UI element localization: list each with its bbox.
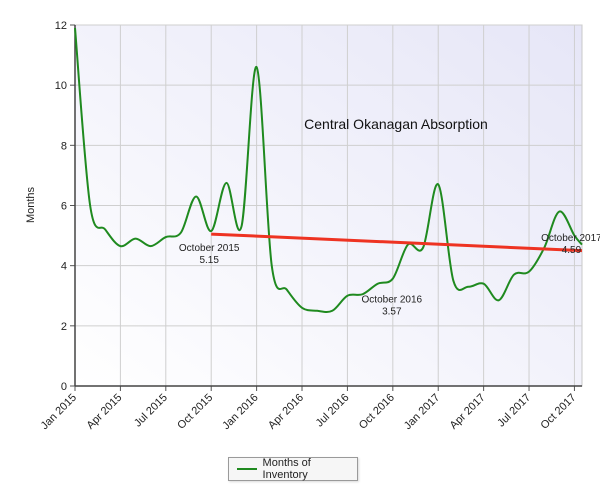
y-tick-label: 0 — [61, 381, 67, 393]
y-tick-label: 8 — [61, 140, 67, 152]
annotation-value: 4.59 — [562, 245, 582, 256]
series-line-months-of-inventory — [74, 27, 583, 314]
annotation-value: 5.15 — [199, 255, 219, 266]
trend-line — [211, 232, 583, 253]
x-tick-label: Jan 2015 — [39, 392, 79, 432]
y-tick-label: 10 — [55, 80, 67, 92]
x-tick-label: Jul 2015 — [132, 392, 170, 430]
x-tick-label: Jan 2017 — [402, 392, 442, 432]
x-tick-label: Oct 2015 — [175, 392, 215, 432]
x-tick-label: Jul 2017 — [495, 392, 533, 430]
x-tick-label: Apr 2015 — [84, 392, 124, 432]
x-tick-label: Apr 2016 — [266, 392, 306, 432]
legend-label: Months of Inventory — [262, 457, 311, 481]
chart-title: Central Okanagan Absorption — [304, 116, 488, 132]
x-tick-label: Oct 2016 — [357, 392, 397, 432]
x-tick-label: Oct 2017 — [539, 392, 579, 432]
x-tick-label: Jul 2016 — [314, 392, 352, 430]
legend[interactable]: Months of Inventory — [228, 457, 358, 481]
annotation-label: October 2016 — [362, 295, 423, 306]
x-tick-label: Apr 2017 — [448, 392, 488, 432]
annotation-value: 3.57 — [382, 307, 402, 318]
series-lines — [74, 27, 583, 314]
legend-swatch — [237, 468, 257, 470]
y-tick-label: 2 — [61, 321, 67, 333]
x-tick-label: Jan 2016 — [220, 392, 260, 432]
y-axis-title: Months — [25, 186, 37, 223]
y-tick-label: 6 — [61, 201, 67, 213]
annotation-label: October 2017 — [541, 233, 600, 244]
annotation-label: October 2015 — [179, 243, 240, 254]
y-tick-label: 4 — [61, 261, 67, 273]
y-tick-label: 12 — [55, 20, 67, 32]
